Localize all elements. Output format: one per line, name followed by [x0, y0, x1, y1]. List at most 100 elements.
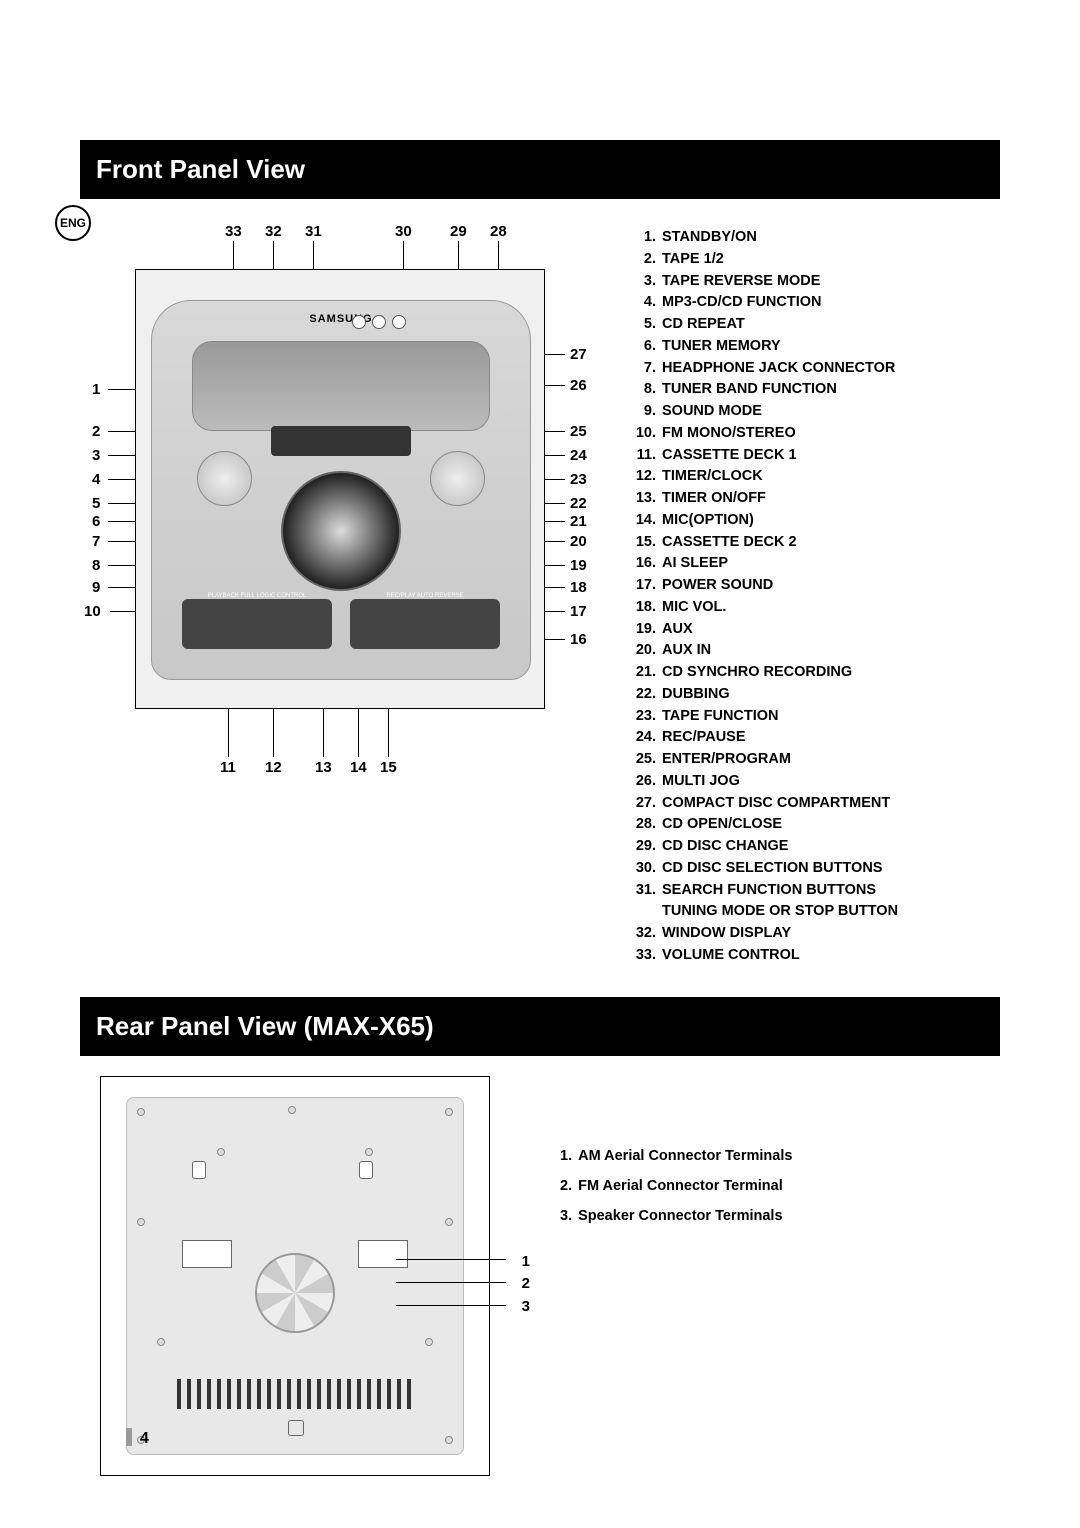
legend-item-label: CD OPEN/CLOSE: [662, 814, 782, 836]
legend-item-label: CD REPEAT: [662, 314, 745, 336]
legend-item-label: COMPACT DISC COMPARTMENT: [662, 793, 890, 815]
legend-item: 6.TUNER MEMORY: [630, 336, 1000, 358]
callout-14: 14: [350, 759, 367, 776]
legend-item-label: CD SYNCHRO RECORDING: [662, 662, 852, 684]
legend-item-number: 11.: [630, 445, 656, 467]
callout-18: 18: [570, 579, 587, 596]
legend-item-number: 1.: [630, 227, 656, 249]
legend-item-number: 2.: [630, 249, 656, 271]
legend-item: 3.TAPE REVERSE MODE: [630, 271, 1000, 293]
legend-item: 33.VOLUME CONTROL: [630, 945, 1000, 967]
volume-knob: [197, 451, 252, 506]
legend-item-number: 30.: [630, 858, 656, 880]
legend-item-label: TIMER ON/OFF: [662, 488, 766, 510]
rear-body: [126, 1097, 464, 1455]
legend-item: 23.TAPE FUNCTION: [630, 706, 1000, 728]
legend-item: 28.CD OPEN/CLOSE: [630, 814, 1000, 836]
legend-item-label: MIC(OPTION): [662, 510, 754, 532]
callout-28: 28: [490, 223, 507, 240]
callout-19: 19: [570, 557, 587, 574]
legend-item-number: 2.: [560, 1171, 572, 1201]
legend-item: 13. TIMER ON/OFF: [630, 488, 1000, 510]
legend-item: 15.CASSETTE DECK 2: [630, 532, 1000, 554]
legend-item: 1. STANDBY/ON: [630, 227, 1000, 249]
callout-13: 13: [315, 759, 332, 776]
legend-item-label: VOLUME CONTROL: [662, 945, 800, 967]
legend-item-number: 8.: [630, 379, 656, 401]
disc-buttons: [352, 315, 406, 329]
legend-item: 18.MIC VOL.: [630, 597, 1000, 619]
callout-30: 30: [395, 223, 412, 240]
cooling-fan: [255, 1253, 335, 1333]
legend-item-number: 18.: [630, 597, 656, 619]
callout-20: 20: [570, 533, 587, 550]
callout-31: 31: [305, 223, 322, 240]
cassette-deck-1: PLAYBACK FULL LOGIC CONTROL: [182, 599, 332, 649]
callout-27: 27: [570, 346, 587, 363]
legend-item-number: 20.: [630, 640, 656, 662]
legend-item-label: FM MONO/STEREO: [662, 423, 796, 445]
callout-4: 4: [92, 471, 100, 488]
legend-item-label: MULTI JOG: [662, 771, 740, 793]
legend-item: 30. CD DISC SELECTION BUTTONS: [630, 858, 1000, 880]
legend-item: 14.MIC(OPTION): [630, 510, 1000, 532]
callout-2: 2: [92, 423, 100, 440]
legend-item-label: TUNER BAND FUNCTION: [662, 379, 837, 401]
legend-item-number: 3.: [560, 1201, 572, 1231]
legend-item: 1.AM Aerial Connector Terminals: [560, 1141, 1000, 1171]
callout-29: 29: [450, 223, 467, 240]
legend-item-label: MP3-CD/CD FUNCTION: [662, 292, 822, 314]
callout-21: 21: [570, 513, 587, 530]
cassette-deck-2: REC/PLAY AUTO REVERSE: [350, 599, 500, 649]
legend-item-number: 22.: [630, 684, 656, 706]
legend-item-label: CD DISC SELECTION BUTTONS: [662, 858, 882, 880]
legend-item-number: 17.: [630, 575, 656, 597]
page-number: 4: [126, 1428, 149, 1448]
legend-item: 32.WINDOW DISPLAY: [630, 923, 1000, 945]
legend-item: 2.FM Aerial Connector Terminal: [560, 1171, 1000, 1201]
rear-callout-2: 2: [522, 1273, 530, 1296]
callout-11: 11: [220, 759, 236, 776]
legend-item: 7.HEADPHONE JACK CONNECTOR: [630, 358, 1000, 380]
legend-item: TUNING MODE OR STOP BUTTON: [630, 901, 1000, 923]
legend-item-label: AI SLEEP: [662, 553, 728, 575]
legend-item-label: DUBBING: [662, 684, 730, 706]
legend-item-label: POWER SOUND: [662, 575, 773, 597]
legend-item-label: STANDBY/ON: [662, 227, 757, 249]
legend-item-label: FM Aerial Connector Terminal: [578, 1171, 783, 1201]
legend-item-number: 13.: [630, 488, 656, 510]
legend-item-label: AUX IN: [662, 640, 711, 662]
legend-item-number: 9.: [630, 401, 656, 423]
callout-6: 6: [92, 513, 100, 530]
callout-15: 15: [380, 759, 397, 776]
legend-item-label: TAPE REVERSE MODE: [662, 271, 820, 293]
rear-section: 1 2 3 1.AM Aerial Connector Terminals2.F…: [80, 1076, 1000, 1476]
vent-strip: [177, 1379, 413, 1409]
callout-26: 26: [570, 377, 587, 394]
callout-10: 10: [84, 603, 101, 620]
callout-25: 25: [570, 423, 587, 440]
front-panel-title: Front Panel View: [80, 140, 1000, 199]
callout-12: 12: [265, 759, 282, 776]
legend-item-number: 27.: [630, 793, 656, 815]
legend-item: 17. POWER SOUND: [630, 575, 1000, 597]
legend-item-label: TUNER MEMORY: [662, 336, 781, 358]
callout-8: 8: [92, 557, 100, 574]
rear-diagram: [100, 1076, 490, 1476]
legend-item: 29.CD DISC CHANGE: [630, 836, 1000, 858]
legend-item: 20. AUX IN: [630, 640, 1000, 662]
legend-item: 4.MP3-CD/CD FUNCTION: [630, 292, 1000, 314]
front-diagram-frame: SAMSUNG PLAYBACK FULL LOGIC CONTROL REC/…: [135, 269, 545, 709]
legend-item: 22. DUBBING: [630, 684, 1000, 706]
legend-item-label: SOUND MODE: [662, 401, 762, 423]
multi-jog-knob: [430, 451, 485, 506]
callout-23: 23: [570, 471, 587, 488]
legend-item-number: 24.: [630, 727, 656, 749]
callout-1: 1: [92, 381, 100, 398]
legend-item-number: 1.: [560, 1141, 572, 1171]
legend-item-number: 31.: [630, 880, 656, 902]
rear-callout-1: 1: [522, 1251, 530, 1274]
legend-item: 26.MULTI JOG: [630, 771, 1000, 793]
legend-item-label: CASSETTE DECK 1: [662, 445, 797, 467]
legend-item-label: TUNING MODE OR STOP BUTTON: [662, 901, 898, 923]
